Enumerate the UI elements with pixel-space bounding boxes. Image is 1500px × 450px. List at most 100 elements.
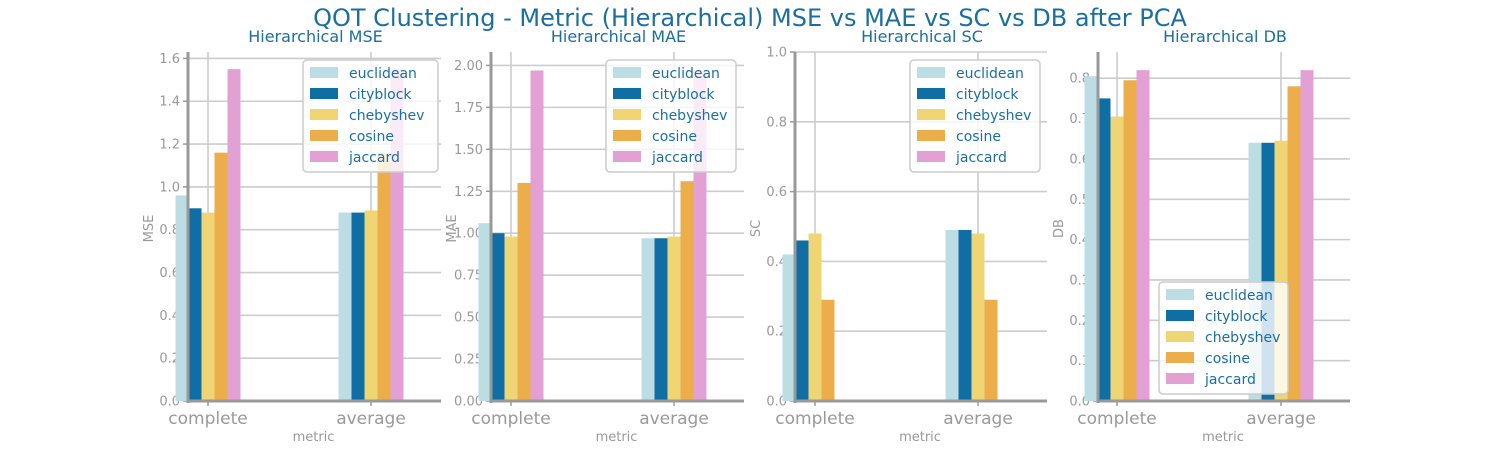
- legend-label-chebyshev: chebyshev: [652, 108, 727, 124]
- x-tick-label: average: [639, 409, 709, 429]
- bar-cityblock-complete: [1097, 98, 1111, 402]
- bar-euclidean-complete: [175, 195, 189, 401]
- y-tick-label: 1.4: [159, 95, 180, 110]
- bar-cosine-average: [1287, 86, 1301, 401]
- x-tick-label: complete: [1077, 409, 1156, 429]
- legend-swatch-cosine: [310, 130, 338, 141]
- bar-chebyshev-complete: [504, 236, 518, 401]
- y-axis-label: MSE: [142, 215, 157, 243]
- legend-label-cosine: cosine: [349, 129, 394, 145]
- bar-chebyshev-average: [971, 233, 985, 401]
- y-tick-label: 0.6: [766, 185, 787, 200]
- y-tick-label: 1.6: [159, 52, 180, 67]
- legend-label-chebyshev: chebyshev: [956, 108, 1031, 124]
- bar-chebyshev-complete: [808, 233, 822, 401]
- bar-jaccard-average: [1300, 70, 1314, 401]
- panel-sc: Hierarchical SC 0.0 0.2 0.4 0.6 0.8 1.0 complet…: [749, 27, 1047, 445]
- bar-jaccard-complete: [227, 69, 241, 401]
- y-tick-label: 0.0: [766, 395, 787, 410]
- legend-swatch-chebyshev: [310, 109, 338, 120]
- panel-mse: Hierarchical MSE 0.0 0.2 0.4 0.6 0.8 1.0 1.2 1.4…: [142, 27, 441, 445]
- legend-swatch-euclidean: [917, 67, 945, 78]
- legend-swatch-chebyshev: [1166, 331, 1194, 342]
- legend-label-euclidean: euclidean: [1205, 288, 1273, 304]
- y-tick-label: 1.2: [159, 138, 180, 153]
- bar-cosine-complete: [1123, 80, 1137, 402]
- legend-label-jaccard: jaccard: [348, 150, 400, 166]
- y-tick-label: 2.00: [454, 59, 483, 74]
- bar-chebyshev-complete: [1110, 116, 1124, 401]
- legend-label-cityblock: cityblock: [956, 87, 1019, 103]
- legend-label-jaccard: jaccard: [1204, 372, 1256, 388]
- panel-title: Hierarchical SC: [861, 27, 983, 46]
- x-tick-label: average: [1246, 409, 1316, 429]
- bar-euclidean-complete: [478, 223, 492, 401]
- x-axis-label: metric: [293, 430, 335, 445]
- legend-swatch-chebyshev: [917, 109, 945, 120]
- bar-cosine-average: [377, 152, 391, 401]
- y-tick-label: 0.2: [159, 352, 180, 367]
- legend-label-chebyshev: chebyshev: [349, 108, 424, 124]
- legend-label-cosine: cosine: [956, 129, 1001, 145]
- y-tick-label: 1.75: [454, 101, 483, 116]
- x-axis-label: metric: [596, 430, 638, 445]
- y-axis-label: MAE: [445, 214, 460, 242]
- legend-swatch-jaccard: [310, 151, 338, 162]
- bar-cosine-complete: [821, 299, 835, 401]
- legend-label-cosine: cosine: [652, 129, 697, 145]
- bar-cityblock-complete: [491, 233, 505, 401]
- y-tick-label: 0.25: [454, 353, 483, 368]
- y-tick-label: 1.0: [766, 46, 787, 61]
- x-tick-label: complete: [471, 409, 550, 429]
- panel-title: Hierarchical DB: [1163, 27, 1287, 46]
- x-axis-label: metric: [1202, 430, 1244, 445]
- bar-cityblock-average: [958, 229, 972, 401]
- legend-swatch-jaccard: [917, 151, 945, 162]
- bar-chebyshev-average: [364, 210, 378, 401]
- legend-swatch-cityblock: [613, 88, 641, 99]
- y-tick-label: 1.25: [454, 185, 483, 200]
- legend-swatch-jaccard: [613, 151, 641, 162]
- legend: euclidean cityblock chebyshev cosine jaccard: [1158, 281, 1289, 395]
- legend: euclidean cityblock chebyshev cosine jaccard: [909, 59, 1041, 173]
- y-tick-label: 0.0: [159, 395, 180, 410]
- x-tick-label: average: [943, 409, 1013, 429]
- legend-swatch-cityblock: [917, 88, 945, 99]
- legend-label-cosine: cosine: [1205, 351, 1250, 367]
- bar-euclidean-complete: [1084, 76, 1098, 401]
- legend-label-jaccard: jaccard: [955, 150, 1007, 166]
- bar-euclidean-average: [338, 212, 352, 401]
- legend-swatch-cosine: [917, 130, 945, 141]
- legend-label-cityblock: cityblock: [1205, 309, 1268, 325]
- y-tick-label: 0.6: [159, 266, 180, 281]
- legend-swatch-chebyshev: [613, 109, 641, 120]
- y-tick-label: 0.50: [454, 311, 483, 326]
- bar-cosine-complete: [214, 152, 228, 401]
- bar-cosine-complete: [517, 182, 531, 401]
- legend-label-euclidean: euclidean: [652, 66, 720, 82]
- legend-label-chebyshev: chebyshev: [1205, 330, 1280, 346]
- y-tick-label: 0.8: [766, 115, 787, 130]
- bar-cosine-average: [984, 299, 998, 401]
- y-tick-label: 0.75: [454, 269, 483, 284]
- y-tick-label: 0.00: [454, 395, 483, 410]
- y-tick-label: 0.4: [766, 255, 787, 270]
- legend-swatch-euclidean: [310, 67, 338, 78]
- bar-chebyshev-average: [667, 236, 681, 401]
- figure-title: QOT Clustering - Metric (Hierarchical) M…: [313, 4, 1187, 32]
- y-tick-label: 0.4: [159, 309, 180, 324]
- legend-swatch-jaccard: [1166, 373, 1194, 384]
- y-tick-label: 1.00: [454, 227, 483, 242]
- x-tick-label: complete: [775, 409, 854, 429]
- bar-cityblock-average: [351, 212, 365, 401]
- bar-euclidean-average: [641, 238, 655, 401]
- legend: euclidean cityblock chebyshev cosine jaccard: [302, 59, 439, 173]
- legend-swatch-euclidean: [613, 67, 641, 78]
- panel-title: Hierarchical MSE: [248, 27, 383, 46]
- bar-chebyshev-complete: [201, 212, 215, 401]
- legend: euclidean cityblock chebyshev cosine jaccard: [605, 59, 737, 173]
- y-tick-label: 0.2: [766, 325, 787, 340]
- legend-label-euclidean: euclidean: [956, 66, 1024, 82]
- legend-swatch-cosine: [1166, 352, 1194, 363]
